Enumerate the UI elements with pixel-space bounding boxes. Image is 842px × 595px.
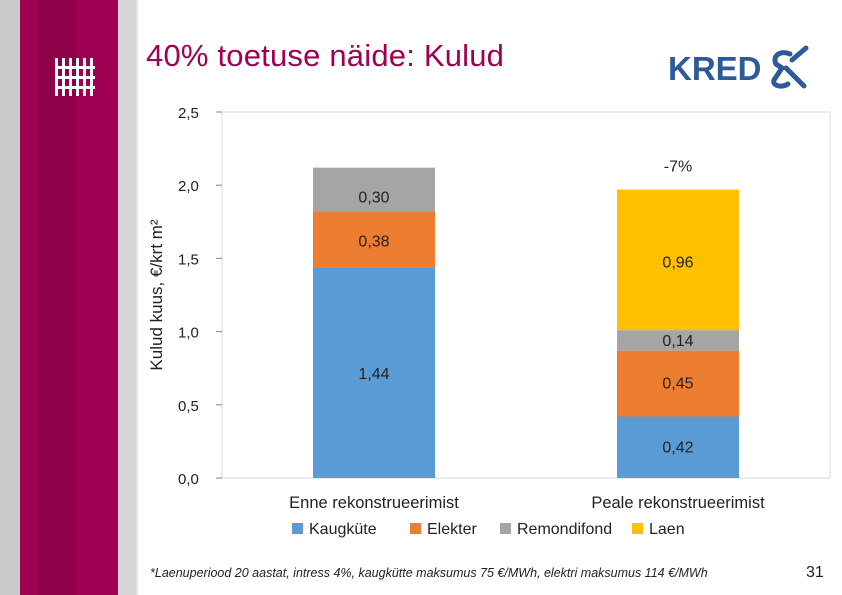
data-label: 0,45	[662, 376, 693, 393]
sidebar-stripe	[20, 0, 38, 595]
y-tick-label: 0,5	[178, 398, 199, 415]
page-title: 40% toetuse näide: Kulud	[146, 38, 505, 73]
legend-swatch	[292, 523, 303, 534]
bar-segment	[617, 350, 739, 417]
legend-label: Elekter	[427, 521, 477, 538]
legend-label: Laen	[649, 521, 685, 538]
legend-swatch	[632, 523, 643, 534]
sidebar-stripe	[136, 0, 138, 595]
data-label: 1,44	[358, 366, 389, 383]
data-label: 0,30	[358, 190, 389, 207]
y-tick-label: 0,0	[178, 471, 199, 488]
decorative-sidebar	[0, 0, 138, 595]
sidebar-stripe	[76, 0, 118, 595]
bar-segment	[617, 330, 739, 351]
sidebar-stripe	[38, 0, 76, 595]
annotation-label: -7%	[664, 159, 692, 176]
logo-text: KRED	[668, 50, 762, 87]
page-number: 31	[806, 564, 824, 581]
bar-segment	[313, 211, 435, 268]
bar-segment	[617, 189, 739, 331]
data-label: 0,14	[662, 333, 693, 350]
category-label: Enne rekonstrueerimist	[289, 494, 459, 512]
y-tick-label: 1,0	[178, 325, 199, 342]
grid-logo-bar	[55, 66, 95, 69]
data-label: 0,38	[358, 234, 389, 251]
footnote: *Laenuperiood 20 aastat, intress 4%, kau…	[150, 566, 708, 580]
sidebar-stripe	[0, 0, 20, 595]
sidebar-stripe	[118, 0, 136, 595]
logo-x-icon	[771, 45, 809, 89]
category-label: Peale rekonstrueerimist	[591, 494, 765, 512]
y-tick-label: 2,5	[178, 105, 199, 122]
legend-label: Kaugküte	[309, 521, 377, 538]
data-label: 0,96	[662, 255, 693, 272]
y-tick-label: 1,5	[178, 251, 199, 268]
grid-logo-bar	[55, 86, 95, 89]
y-tick-label: 2,0	[178, 178, 199, 195]
legend-label: Remondifond	[517, 521, 612, 538]
data-label: 0,42	[662, 440, 693, 457]
bar-segment	[313, 267, 435, 478]
grid-logo-bar	[55, 76, 95, 79]
legend-swatch	[410, 523, 421, 534]
bar-segment	[617, 416, 739, 478]
y-axis-label: Kulud kuus, €/krt m²	[147, 219, 166, 371]
bar-segment	[313, 167, 435, 212]
plot-area	[221, 111, 831, 479]
legend-swatch	[500, 523, 511, 534]
stacked-bar-chart: 0,0 0,5 1,0 1,5 2,0 2,5 Kulud kuus, €/krt m² 1,…	[147, 105, 831, 538]
grid-logo-icon	[55, 58, 97, 96]
kredex-logo: KRED	[668, 42, 810, 92]
